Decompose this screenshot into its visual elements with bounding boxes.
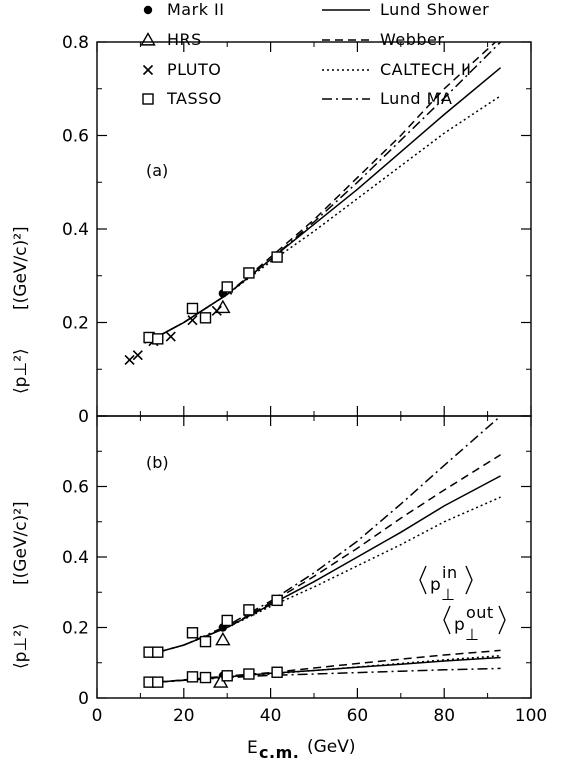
panel-b-in-point-square (186, 627, 199, 639)
panel-a-point-cross (165, 331, 176, 342)
a-ytick-label: 0 (78, 407, 89, 427)
legend-marker-filled-circle (143, 5, 153, 15)
a-ytick-label: 0.6 (62, 127, 89, 147)
panel-b-in-point-square (199, 635, 212, 648)
panel-a-point-square (221, 281, 233, 293)
panel-a-point-square (271, 251, 283, 263)
x-axis-title-main: E (247, 738, 258, 758)
panel-a-curve-solid (148, 67, 502, 342)
panel-a-curve-dotted (148, 95, 502, 342)
y-axis-title-unit: [(GeV/c)²] (11, 226, 31, 310)
panel-b-out-point-square (221, 670, 233, 682)
panel-a-point-cross-stroke (165, 331, 176, 342)
annotation-p-in-sup: in (442, 563, 458, 582)
annotation-p-in-left-bracket (419, 565, 427, 595)
panel-a-point-square (152, 333, 164, 345)
annotation-p-in-sub: ⊥ (441, 585, 455, 604)
panel-a-label: (a) (146, 161, 168, 180)
legend-marker-cross-stroke (142, 64, 154, 76)
panel-a-curve-dash-dot (148, 42, 502, 342)
b-ytick-label: 0.6 (62, 478, 89, 498)
panel-b-in-point-triangle (215, 631, 231, 646)
x-tick-label: 100 (515, 706, 547, 726)
legend-label: TASSO (166, 89, 222, 108)
annotation-p-out-base: p (454, 615, 465, 635)
panel-b-in-point-square (221, 614, 233, 627)
y-axis-title: ⟨p⊥²⟩ [(GeV/c)²] (11, 226, 31, 394)
x-tick-label: 20 (173, 706, 195, 726)
panel-b-in-curve-dashed (157, 454, 501, 653)
panel-b-out-point-square (243, 668, 255, 680)
panel-b-label: (b) (146, 453, 169, 472)
panel-b-out-curve-dashed (157, 649, 501, 683)
y-axis-title-unit: [(GeV/c)²] (11, 501, 31, 585)
legend-label: Webber (380, 30, 444, 49)
panel-a-point-cross-stroke (211, 305, 222, 316)
legend-label: HRS (167, 30, 202, 49)
panel-b-out-point-square (152, 676, 164, 688)
x-tick-label: 80 (433, 706, 455, 726)
panel-a-point-cross (211, 305, 222, 316)
annotation-p-in-base: p (430, 575, 441, 595)
a-ytick-label: 0.4 (62, 220, 89, 240)
panel-a-point-square (243, 267, 255, 279)
annotation-p-out-sub: ⊥ (465, 625, 479, 644)
panel-a-point-triangle (215, 299, 231, 314)
legend-label: Lund MA (380, 89, 452, 108)
panel-a-point-square (186, 302, 199, 315)
panel-b-in-point-square (243, 604, 255, 616)
panel-b-out-point-square (199, 671, 212, 684)
panel-b-out-curve-dotted (157, 654, 501, 683)
a-frame (96, 41, 532, 417)
legend-label: CALTECH II (380, 60, 471, 79)
legend-marker-square (142, 93, 154, 105)
annotation-p-out-right-bracket (498, 605, 506, 635)
panel-b-in-point-square (271, 594, 283, 607)
legend-label: Lund Shower (380, 0, 489, 19)
legend-marker-cross (142, 64, 154, 76)
panel-a: 0 0.2 0.4 0.6 0.8 (a) (62, 33, 532, 427)
x-tick-label: 60 (347, 706, 369, 726)
a-ytick-label: 0.2 (62, 314, 89, 334)
x-tick-label: 0 (92, 706, 103, 726)
panel-a-point-cross-stroke (132, 350, 143, 361)
annotation-p-in-right-bracket (465, 565, 473, 595)
panel-b-out-point-square (271, 666, 283, 678)
panel-b-out-point-square (186, 671, 199, 683)
y-axis-title: ⟨p⊥²⟩ [(GeV/c)²] (11, 501, 31, 669)
legend-label: Mark II (167, 0, 224, 19)
panel-a-point-cross (187, 315, 198, 326)
legend: Mark II HRS PLUTO TASSO Lund Shower Webber CAL… (140, 0, 489, 108)
y-axis-title-quantity: ⟨p⊥²⟩ (11, 348, 31, 394)
b-ytick-label: 0 (78, 689, 89, 709)
panel-b: 00.20.40.6(b)p ⊥inp ⊥out (62, 415, 532, 709)
annotation-p-out-left-bracket (443, 605, 451, 635)
annotation-p-out: p ⊥ out (443, 603, 506, 644)
panel-a-point-square (199, 312, 212, 324)
x-axis-title-sub: c.m. (259, 743, 299, 762)
panel-a-point-cross-stroke (124, 354, 135, 365)
b-ytick-label: 0.2 (62, 619, 89, 639)
y-axis-title-quantity: ⟨p⊥²⟩ (11, 623, 31, 669)
panel-a-point-cross (132, 350, 143, 361)
legend-marker-triangle (140, 32, 156, 46)
x-axis-title-unit: (GeV) (307, 737, 356, 757)
panel-a-curve-dashed (148, 42, 497, 342)
panel-b-in-curve-dash-dot (157, 416, 502, 653)
panel-a-point-cross (124, 354, 135, 365)
legend-label: PLUTO (167, 60, 221, 79)
b-ytick-label: 0.4 (62, 548, 89, 568)
annotation-p-in: p ⊥ in (419, 563, 473, 604)
annotation-p-out-sup: out (466, 603, 494, 622)
x-tick-label: 40 (260, 706, 282, 726)
panel-b-in-point-square (152, 646, 164, 658)
panel-a-point-cross-stroke (187, 315, 198, 326)
a-ytick-label: 0.8 (62, 33, 89, 53)
